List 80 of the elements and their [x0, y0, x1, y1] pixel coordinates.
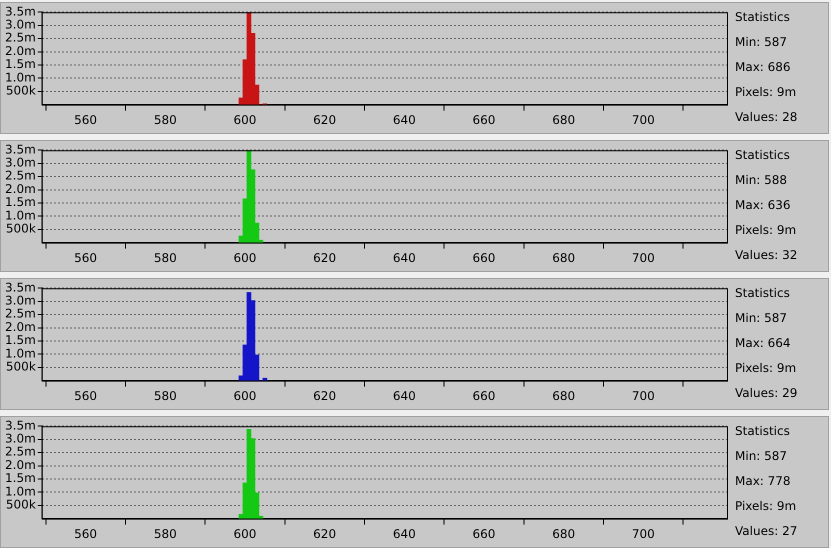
text: Statistics — [735, 148, 791, 162]
text: Pixels: 9m — [735, 360, 798, 375]
y-tick-label: 1.5m — [4, 195, 36, 210]
y-tick-label: 3.5m — [4, 280, 36, 294]
text: Statistics — [735, 286, 791, 300]
x-tick-label: 620 — [313, 526, 336, 541]
text: Pixels: 9m — [735, 222, 798, 237]
y-tick-label: 2.5m — [4, 306, 36, 321]
x-tick-label: 560 — [74, 250, 98, 265]
y-tick-label: 1.0m — [4, 70, 36, 84]
y-tick-label: 2.0m — [4, 320, 36, 334]
y-tick-label: 3.5m — [4, 142, 36, 156]
text: Statistics — [735, 10, 791, 24]
y-tick-label: 1.5m — [4, 333, 36, 348]
y-tick-label: 500k — [6, 222, 36, 236]
y-tick-label: 1.0m — [4, 208, 36, 222]
y-tick-label: 1.0m — [4, 346, 36, 360]
y-tick-label: 3.5m — [4, 418, 36, 432]
x-tick-label: 680 — [552, 250, 576, 265]
text: Min: 587 — [735, 311, 788, 326]
x-tick-label: 560 — [74, 526, 98, 541]
y-tick-label: 2.5m — [4, 168, 36, 183]
text: Max: 686 — [735, 60, 792, 74]
text: Max: 636 — [735, 198, 792, 212]
text: Statistics — [735, 424, 791, 438]
y-tick-label: 3.5m — [4, 4, 36, 18]
x-tick-label: 660 — [472, 250, 496, 265]
x-tick-label: 620 — [313, 388, 336, 403]
y-tick-label: 500k — [6, 498, 36, 512]
x-tick-label: 660 — [472, 388, 496, 403]
x-tick-label: 640 — [392, 250, 416, 265]
x-tick-label: 660 — [472, 112, 496, 127]
text: Max: 664 — [735, 336, 792, 350]
text: Values: 27 — [735, 524, 798, 538]
text: Pixels: 9m — [735, 84, 798, 99]
y-tick-label: 3.0m — [4, 156, 36, 170]
x-tick-label: 660 — [472, 526, 496, 541]
x-tick-label: 600 — [234, 250, 256, 265]
x-tick-label: 600 — [234, 526, 256, 541]
x-tick-label: 560 — [74, 112, 98, 127]
text: Values: 32 — [735, 248, 798, 262]
x-tick-label: 580 — [154, 250, 177, 265]
x-tick-label: 640 — [392, 112, 416, 127]
x-tick-label: 600 — [234, 112, 256, 127]
y-tick-label: 2.5m — [4, 444, 36, 459]
x-tick-label: 700 — [632, 388, 655, 403]
y-tick-label: 1.5m — [4, 57, 36, 72]
y-tick-label: 3.0m — [4, 294, 36, 308]
text: Min: 588 — [735, 173, 788, 188]
y-tick-label: 1.5m — [4, 471, 36, 486]
x-tick-label: 700 — [632, 250, 655, 265]
y-tick-label: 2.0m — [4, 458, 36, 472]
x-tick-label: 580 — [154, 112, 177, 127]
text: Values: 28 — [735, 110, 798, 124]
x-tick-label: 680 — [552, 112, 576, 127]
y-tick-label: 500k — [6, 360, 36, 374]
text: Max: 778 — [735, 474, 792, 488]
x-tick-label: 620 — [313, 112, 336, 127]
x-tick-label: 700 — [632, 526, 655, 541]
text: Min: 587 — [735, 449, 788, 464]
y-tick-label: 1.0m — [4, 484, 36, 498]
x-tick-label: 600 — [234, 388, 256, 403]
x-tick-label: 680 — [552, 526, 576, 541]
x-tick-label: 680 — [552, 388, 576, 403]
x-tick-label: 580 — [154, 388, 177, 403]
x-tick-label: 560 — [74, 388, 98, 403]
text: Min: 587 — [735, 35, 788, 50]
text: Pixels: 9m — [735, 498, 798, 513]
y-tick-label: 2.5m — [4, 30, 36, 45]
x-tick-label: 620 — [313, 250, 336, 265]
x-tick-label: 700 — [632, 112, 655, 127]
y-tick-label: 3.0m — [4, 18, 36, 32]
y-tick-label: 2.0m — [4, 44, 36, 58]
text: Values: 29 — [735, 386, 798, 400]
x-tick-label: 580 — [154, 526, 177, 541]
y-tick-label: 500k — [6, 84, 36, 98]
x-tick-label: 640 — [392, 388, 416, 403]
y-tick-label: 2.0m — [4, 182, 36, 196]
x-tick-label: 640 — [392, 526, 416, 541]
y-tick-label: 3.0m — [4, 432, 36, 446]
